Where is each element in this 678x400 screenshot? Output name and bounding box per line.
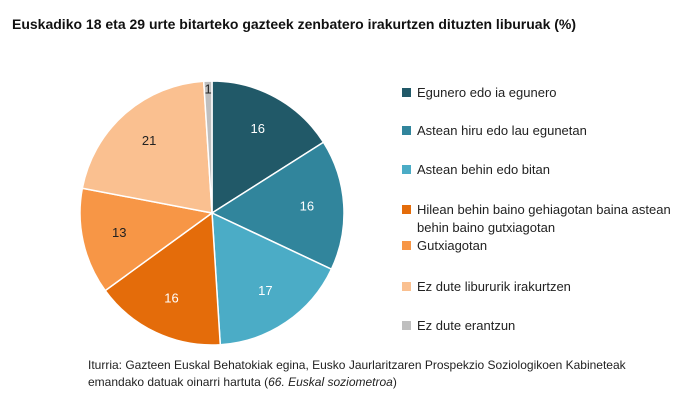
pie-slice xyxy=(202,80,213,214)
legend-swatch xyxy=(402,165,411,174)
data-label: 17 xyxy=(258,283,272,298)
data-label: 13 xyxy=(112,225,126,240)
legend-label: Hilean behin baino gehiagotan baina aste… xyxy=(417,202,671,235)
legend-swatch xyxy=(402,126,411,135)
legend-label: Gutxiagotan xyxy=(417,238,488,253)
data-label: 16 xyxy=(164,290,178,305)
pie-slice xyxy=(104,211,222,346)
pie-slice xyxy=(210,141,345,271)
pie-slice xyxy=(211,211,333,346)
legend-item: Egunero edo ia egunero xyxy=(402,84,672,102)
data-label: 16 xyxy=(300,198,314,213)
data-label: 21 xyxy=(142,133,156,148)
legend-item: Hilean behin baino gehiagotan baina aste… xyxy=(402,201,672,237)
legend-item: Astean hiru edo lau egunetan xyxy=(402,122,672,140)
legend-swatch xyxy=(402,282,411,291)
legend-label: Egunero edo ia egunero xyxy=(417,85,557,100)
legend-label: Astean hiru edo lau egunetan xyxy=(417,123,587,138)
legend-swatch xyxy=(402,241,411,250)
legend-label: Ez dute erantzun xyxy=(417,318,516,333)
data-label: 16 xyxy=(251,121,265,136)
legend-item: Ez dute erantzun xyxy=(402,317,672,335)
source-text: Iturria: Gazteen Euskal Behatokiak egina… xyxy=(88,358,626,389)
legend-label: Astean behin edo bitan xyxy=(417,162,550,177)
data-label: 1 xyxy=(205,82,212,97)
pie-slice xyxy=(81,80,213,214)
legend-label: Ez dute liburu­rik irakurtzen xyxy=(417,279,571,294)
legend-swatch xyxy=(402,321,411,330)
source: Iturria: Gazteen Euskal Behatokiak egina… xyxy=(88,357,658,391)
source-text: ) xyxy=(392,375,397,389)
legend-swatch xyxy=(402,205,411,214)
pie-slice xyxy=(211,80,325,215)
pie-slice xyxy=(79,187,214,292)
legend-item: Astean behin edo bitan xyxy=(402,161,672,179)
legend-item: Ez dute liburu­rik irakurtzen xyxy=(402,278,672,296)
legend-item: Gutxiagotan xyxy=(402,237,672,255)
legend-swatch xyxy=(402,88,411,97)
source-ref: 66. Euskal soziometroa xyxy=(268,375,393,389)
chart-title: Euskadiko 18 eta 29 urte bitarteko gazte… xyxy=(12,16,577,32)
